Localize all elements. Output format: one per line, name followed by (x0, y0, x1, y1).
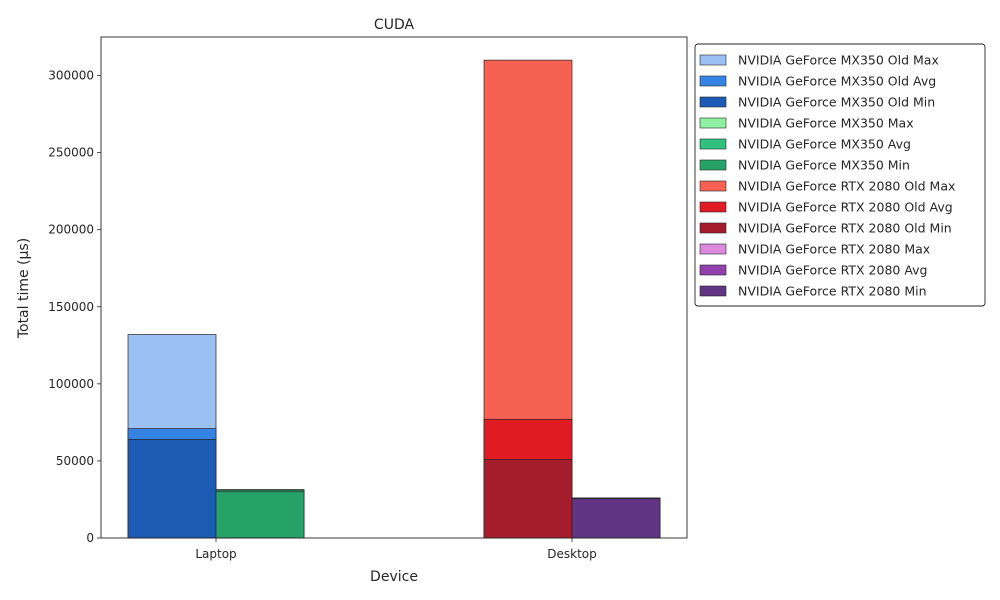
x-tick-label: Desktop (547, 547, 597, 561)
legend-label: NVIDIA GeForce RTX 2080 Old Avg (738, 200, 953, 215)
bars-layer (127, 59, 661, 539)
y-axis: 0 50000 100000 150000 200000 250000 300000 (48, 69, 101, 545)
legend-label: NVIDIA GeForce MX350 Avg (738, 137, 911, 152)
bar-nvidia-geforce-mx350-old-min (127, 438, 217, 539)
legend-label: NVIDIA GeForce RTX 2080 Old Max (738, 179, 955, 194)
plot-frame (100, 36, 688, 539)
x-axis: Laptop Desktop (195, 538, 597, 561)
x-tick-label: Laptop (195, 547, 236, 561)
legend-label: NVIDIA GeForce RTX 2080 Max (738, 242, 930, 257)
legend-swatch (699, 285, 727, 297)
y-axis-title: Total time (µs) (16, 238, 32, 339)
legend-label: NVIDIA GeForce RTX 2080 Old Min (738, 221, 952, 236)
legend-swatch (699, 138, 727, 150)
y-tick-label: 300000 (48, 69, 94, 83)
legend-swatch (699, 264, 727, 276)
chart-title: CUDA (374, 17, 415, 33)
y-tick-label: 100000 (48, 377, 94, 391)
y-tick-label: 250000 (48, 146, 94, 160)
legend-label: NVIDIA GeForce RTX 2080 Min (738, 284, 927, 299)
legend-label: NVIDIA GeForce MX350 Old Min (738, 95, 935, 110)
bar-nvidia-geforce-rtx-2080-min (571, 498, 661, 539)
legend-swatch (699, 222, 727, 234)
y-tick-label: 50000 (56, 454, 94, 468)
legend-swatch (699, 201, 727, 213)
y-tick-label: 150000 (48, 300, 94, 314)
legend-swatch (699, 54, 727, 66)
legend-swatch (699, 159, 727, 171)
legend-label: NVIDIA GeForce MX350 Old Max (738, 53, 939, 68)
legend-label: NVIDIA GeForce RTX 2080 Avg (738, 263, 927, 278)
bar-nvidia-geforce-rtx-2080-old-min (483, 459, 573, 539)
legend: NVIDIA GeForce MX350 Old Max NVIDIA GeFor… (694, 43, 986, 307)
legend-swatch (699, 180, 727, 192)
bar-nvidia-geforce-mx350-min (215, 491, 305, 539)
legend-swatch (699, 117, 727, 129)
legend-label: NVIDIA GeForce MX350 Max (738, 116, 914, 131)
x-axis-title: Device (370, 569, 418, 585)
legend-label: NVIDIA GeForce MX350 Min (738, 158, 910, 173)
legend-swatch (699, 243, 727, 255)
legend-frame (694, 43, 986, 307)
legend-label: NVIDIA GeForce MX350 Old Avg (738, 74, 936, 89)
legend-swatch (699, 96, 727, 108)
y-tick-label: 0 (86, 531, 94, 545)
legend-swatch (699, 75, 727, 87)
y-tick-label: 200000 (48, 223, 94, 237)
